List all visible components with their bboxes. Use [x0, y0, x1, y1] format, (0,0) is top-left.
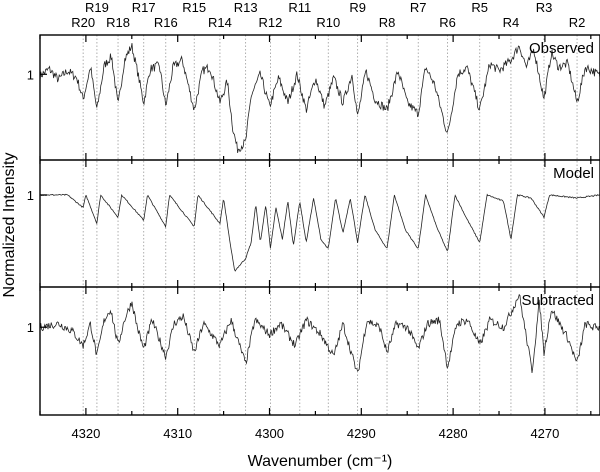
line-label-r2: R2 — [569, 15, 586, 30]
line-label-r6: R6 — [439, 15, 456, 30]
line-label-r7: R7 — [410, 0, 427, 15]
panel-label-model: Model — [553, 165, 594, 182]
line-label-r8: R8 — [379, 15, 396, 30]
x-axis: 4320 4310 4300 4290 4280 4270 — [39, 408, 592, 441]
trace-subtracted — [39, 293, 600, 374]
line-label-r14: R14 — [208, 15, 232, 30]
spectrum-panels: 1 Observed 1 Model 1 Subtracted — [27, 35, 600, 374]
ytick-label-subtracted: 1 — [27, 320, 34, 335]
line-label-r19: R19 — [85, 0, 109, 15]
line-label-r10: R10 — [316, 15, 340, 30]
line-label-r9: R9 — [349, 0, 366, 15]
y-axis-label: Normalized Intensity — [1, 153, 18, 298]
plot-frame — [39, 34, 600, 416]
line-label-r13: R13 — [234, 0, 258, 15]
ytick-label-observed: 1 — [27, 67, 34, 82]
xtick-label-4300: 4300 — [255, 426, 284, 441]
line-label-r20: R20 — [71, 15, 95, 30]
panel-label-subtracted: Subtracted — [521, 292, 594, 309]
x-axis-label: Wavenumber (cm⁻¹) — [248, 453, 393, 470]
line-label-r3: R3 — [536, 0, 553, 15]
xtick-label-4270: 4270 — [530, 426, 559, 441]
line-marker-guides — [82, 35, 578, 415]
line-label-r18: R18 — [106, 15, 130, 30]
line-label-r11: R11 — [288, 0, 311, 15]
line-label-r5: R5 — [471, 0, 488, 15]
line-label-r17: R17 — [132, 0, 156, 15]
line-label-r4: R4 — [503, 15, 520, 30]
trace-model — [39, 193, 600, 272]
trace-observed — [39, 43, 600, 153]
line-label-r16: R16 — [154, 15, 178, 30]
ytick-label-model: 1 — [27, 188, 34, 203]
panel-label-observed: Observed — [529, 40, 594, 57]
xtick-label-4290: 4290 — [347, 426, 376, 441]
xtick-label-4280: 4280 — [439, 426, 468, 441]
xtick-label-4310: 4310 — [163, 426, 192, 441]
line-label-r15: R15 — [182, 0, 206, 15]
xtick-label-4320: 4320 — [71, 426, 100, 441]
line-label-r12: R12 — [258, 15, 282, 30]
